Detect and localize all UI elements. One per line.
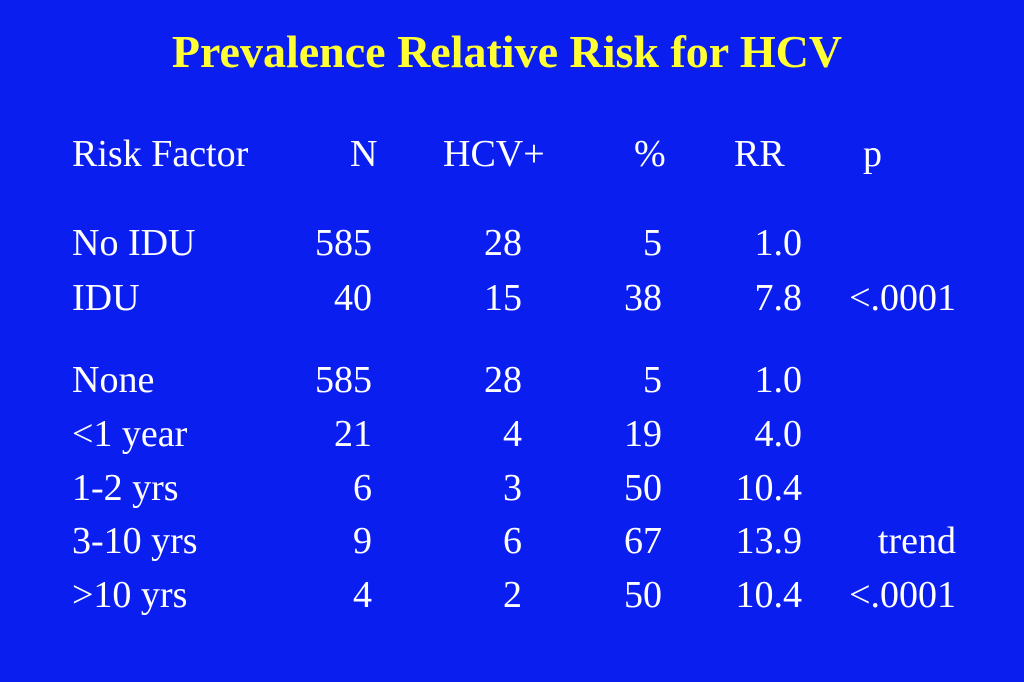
header-risk-factor: Risk Factor: [72, 133, 249, 175]
row-p: trend: [877, 520, 956, 562]
row-rr: 10.4: [735, 574, 803, 616]
row-pct: 5: [643, 222, 662, 264]
row-label: 3-10 yrs: [72, 520, 198, 562]
row-n: 9: [353, 520, 372, 562]
row-label: <1 year: [72, 413, 188, 455]
row-hcv: 3: [503, 467, 522, 509]
row-label: 1-2 yrs: [72, 467, 179, 509]
row-label: IDU: [72, 277, 140, 319]
table-row: >10 yrs 4 2 50 10.4 <.0001: [0, 571, 1024, 619]
slide-title: Prevalence Relative Risk for HCV: [171, 26, 843, 77]
header-rr: RR: [734, 133, 785, 175]
row-n: 21: [334, 413, 372, 455]
row-hcv: 6: [503, 520, 522, 562]
row-rr: 1.0: [754, 222, 803, 264]
row-rr: 10.4: [735, 467, 803, 509]
row-hcv: 28: [484, 359, 522, 401]
table-row: 3-10 yrs 9 6 67 13.9 trend: [0, 517, 1024, 565]
row-n: 40: [334, 277, 372, 319]
row-pct: 38: [624, 277, 662, 319]
row-rr: 7.8: [754, 277, 803, 319]
header-n: N: [350, 133, 378, 175]
row-n: 6: [353, 467, 372, 509]
row-p: <.0001: [849, 574, 956, 616]
row-pct: 19: [624, 413, 662, 455]
table-row: <1 year 21 4 19 4.0: [0, 410, 1024, 458]
row-n: 585: [315, 359, 372, 401]
row-pct: 5: [643, 359, 662, 401]
table-row: No IDU 585 28 5 1.0: [0, 219, 1024, 267]
header-p: p: [863, 133, 882, 175]
table-row: 1-2 yrs 6 3 50 10.4: [0, 464, 1024, 512]
row-n: 4: [353, 574, 372, 616]
table-row: IDU 40 15 38 7.8 <.0001: [0, 274, 1024, 322]
header-percent: %: [634, 133, 666, 175]
row-rr: 1.0: [754, 359, 803, 401]
row-rr: 13.9: [735, 520, 803, 562]
row-rr: 4.0: [754, 413, 803, 455]
row-n: 585: [315, 222, 372, 264]
row-hcv: 15: [484, 277, 522, 319]
header-hcv-positive: HCV+: [443, 133, 545, 175]
table-row: None 585 28 5 1.0: [0, 356, 1024, 404]
row-pct: 50: [624, 574, 662, 616]
row-label: None: [72, 359, 155, 401]
row-pct: 67: [624, 520, 662, 562]
row-hcv: 4: [503, 413, 522, 455]
row-p: <.0001: [849, 277, 956, 319]
row-hcv: 2: [503, 574, 522, 616]
row-label: >10 yrs: [72, 574, 188, 616]
table-header: Risk Factor N HCV+ % RR p: [0, 130, 1024, 178]
row-hcv: 28: [484, 222, 522, 264]
row-pct: 50: [624, 467, 662, 509]
row-label: No IDU: [72, 222, 196, 264]
